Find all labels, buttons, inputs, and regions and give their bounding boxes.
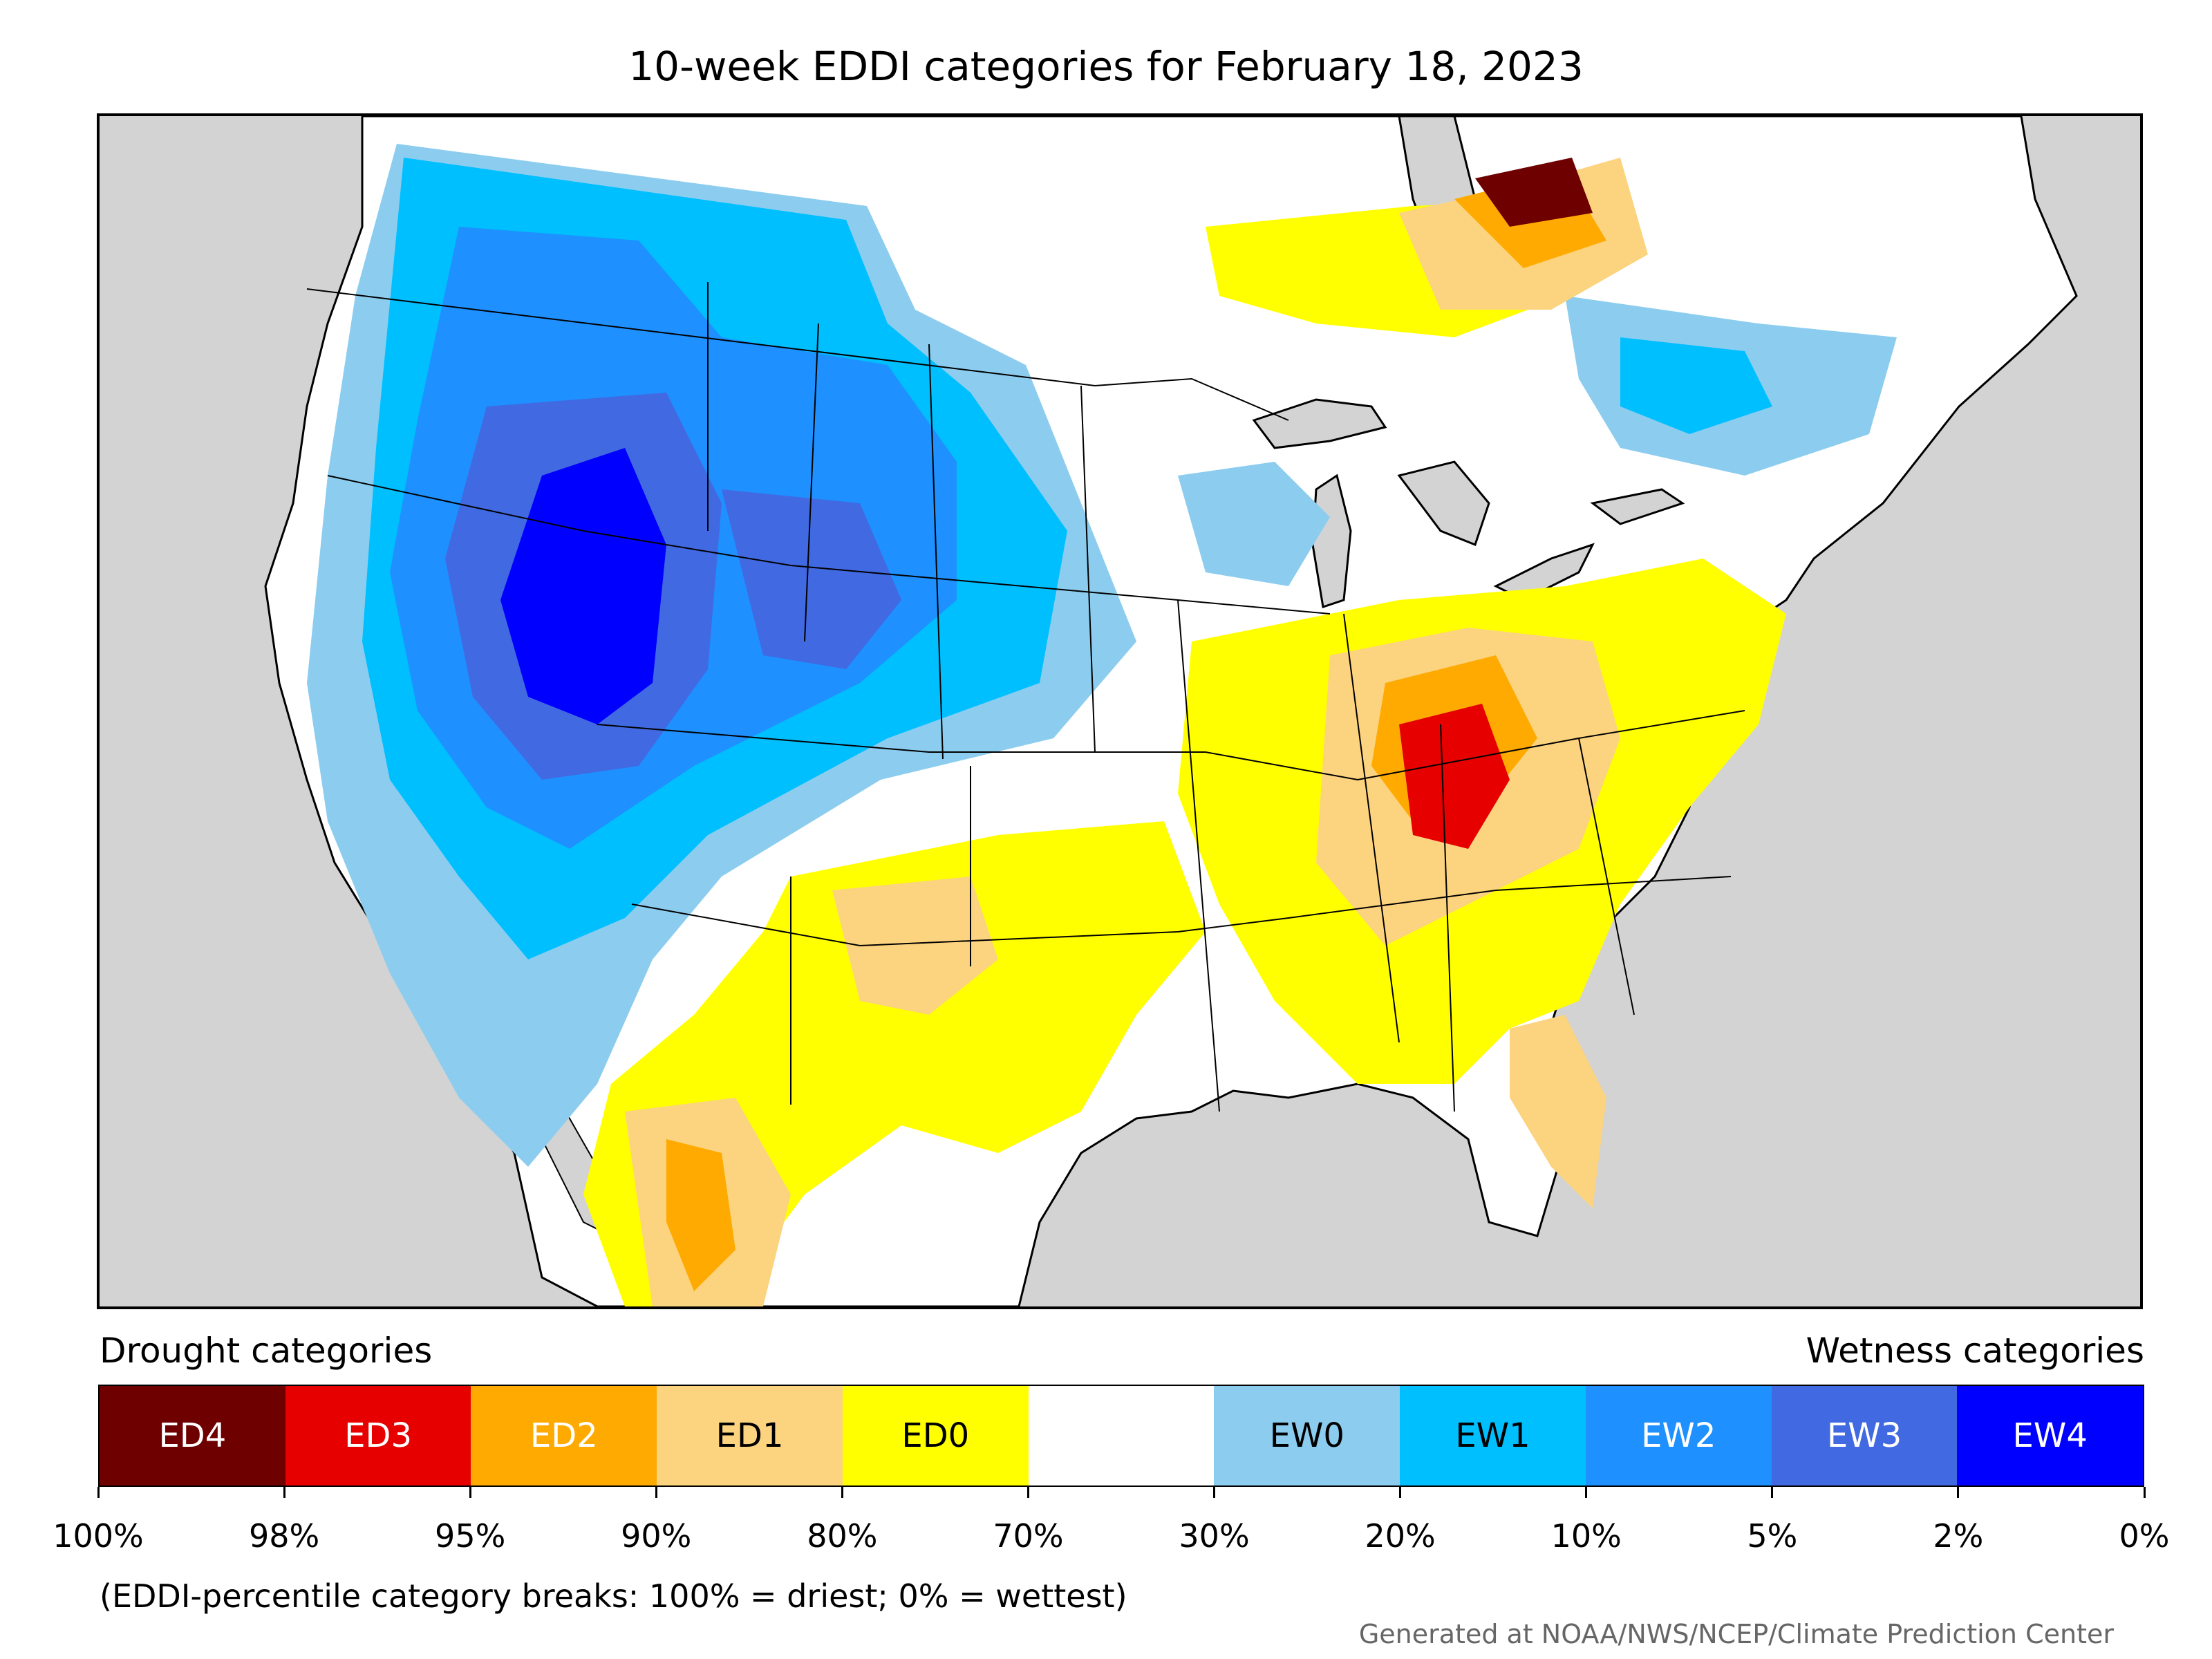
legend-segment: EW4 <box>1957 1386 2144 1485</box>
legend-tick <box>841 1487 843 1498</box>
legend-tick <box>1213 1487 1216 1498</box>
legend-tick-label: 90% <box>621 1517 692 1555</box>
legend-tick-label: 10% <box>1550 1517 1622 1555</box>
eddi-map <box>97 113 2143 1309</box>
legend-tick <box>283 1487 285 1498</box>
legend-tick-label: 95% <box>435 1517 506 1555</box>
legend-segment: EW3 <box>1771 1386 1958 1485</box>
legend-tick-label: 2% <box>1933 1517 1984 1555</box>
state-boundaries <box>306 282 1745 1112</box>
legend-tick-label: 80% <box>807 1517 878 1555</box>
legend-segment: ED4 <box>100 1386 285 1485</box>
wet-regions <box>307 144 1897 1167</box>
category-breaks-note: (EDDI-percentile category breaks: 100% =… <box>100 1577 1127 1615</box>
legend-tick-label: 70% <box>993 1517 1064 1555</box>
legend-tick-label: 20% <box>1365 1517 1436 1555</box>
legend-segment <box>1028 1386 1215 1485</box>
wetness-categories-heading: Wetness categories <box>1806 1331 2144 1371</box>
legend-segment: ED3 <box>285 1386 471 1485</box>
legend-tick <box>1399 1487 1402 1498</box>
map-svg <box>264 116 2078 1306</box>
legend-tick-label: 98% <box>248 1517 320 1555</box>
legend-segment: EW2 <box>1585 1386 1772 1485</box>
legend-tick-label: 30% <box>1179 1517 1250 1555</box>
drought-categories-heading: Drought categories <box>100 1331 433 1371</box>
legend-segment: ED2 <box>471 1386 657 1485</box>
legend-tick <box>1771 1487 1774 1498</box>
legend-tick <box>2143 1487 2146 1498</box>
legend-tick-label: 0% <box>2119 1517 2170 1555</box>
legend-segment: EW1 <box>1400 1386 1586 1485</box>
legend-segment: EW0 <box>1214 1386 1400 1485</box>
legend-colorbar: ED4 ED3 ED2 ED1 ED0 EW0 EW1 EW2 EW3 EW4 <box>98 1385 2144 1487</box>
credit-text: Generated at NOAA/NWS/NCEP/Climate Predi… <box>1358 1619 2114 1649</box>
legend-tick-label: 5% <box>1747 1517 1798 1555</box>
legend-tick <box>1027 1487 1029 1498</box>
dry-regions <box>583 158 1786 1306</box>
legend-tick-label: 100% <box>53 1517 144 1555</box>
legend-tick <box>655 1487 657 1498</box>
legend-segment: ED0 <box>842 1386 1029 1485</box>
map-title: 10-week EDDI categories for February 18,… <box>628 43 1584 90</box>
legend-tick <box>1957 1487 1960 1498</box>
legend-tick <box>469 1487 471 1498</box>
legend-tick <box>97 1487 100 1498</box>
legend-tick <box>1585 1487 1588 1498</box>
legend-segment: ED1 <box>657 1386 843 1485</box>
